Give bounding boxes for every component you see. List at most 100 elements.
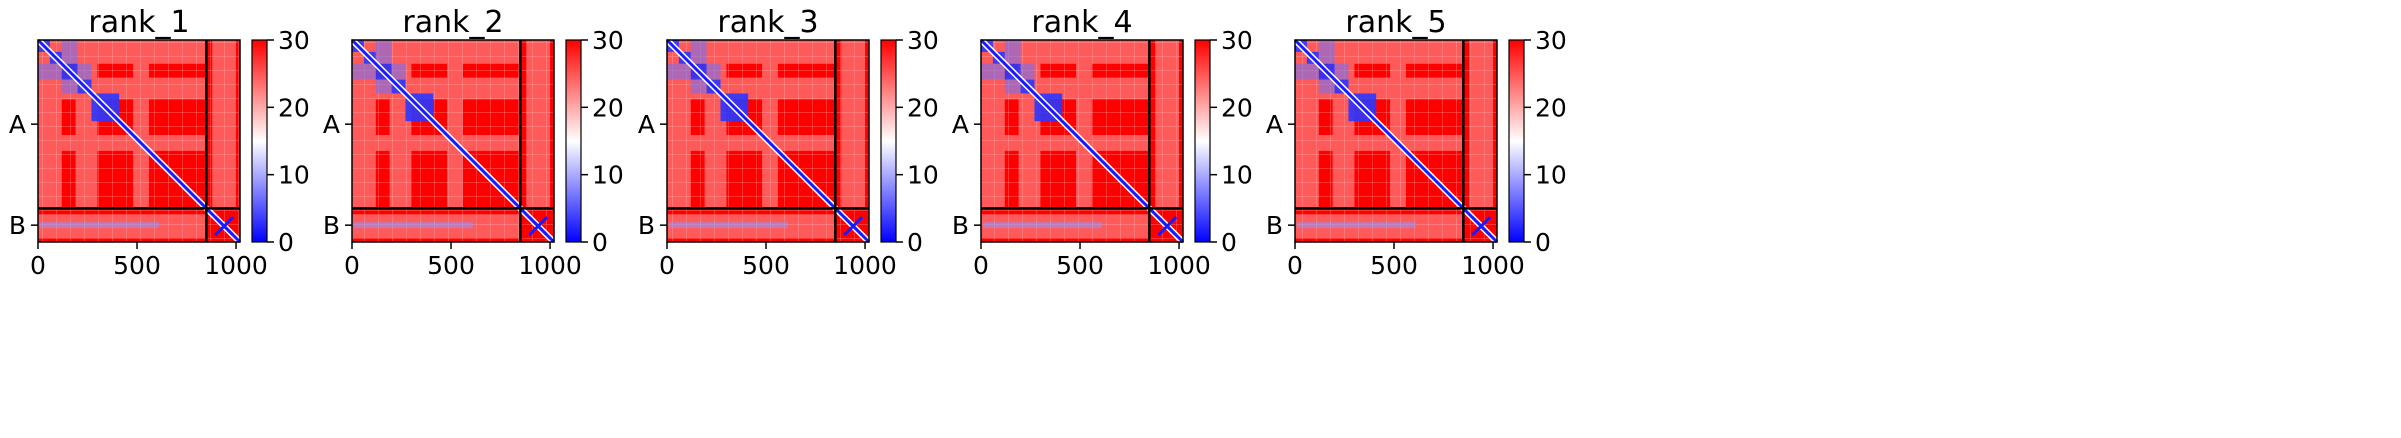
off-diagonal-patch <box>375 51 392 64</box>
stripe-col <box>1390 40 1406 209</box>
interchain-strip <box>40 222 159 229</box>
colorbar-tick-label: 0 <box>1535 228 1551 257</box>
x-tick-label: 500 <box>1056 251 1104 280</box>
colorbar-tick-label: 10 <box>907 161 939 190</box>
off-diagonal-patch <box>363 63 376 80</box>
panel-title: rank_2 <box>402 5 503 40</box>
off-diagonal-patch <box>706 63 721 80</box>
chain-label-A: A <box>952 110 969 139</box>
chain-label-B: B <box>952 211 969 240</box>
stripe-col <box>447 40 463 209</box>
x-tick-label: 1000 <box>204 251 268 280</box>
stripe-col <box>133 40 149 209</box>
off-diagonal-patch <box>375 79 392 94</box>
colorbar-tick-label: 10 <box>1221 161 1253 190</box>
off-diagonal-patch <box>1004 51 1021 64</box>
colorbar <box>1194 39 1211 243</box>
off-diagonal-patch <box>1318 79 1335 94</box>
off-diagonal-patch <box>391 63 406 80</box>
x-tick-label: 0 <box>973 251 989 280</box>
plot-frame <box>666 39 870 243</box>
interchain-strip <box>1297 222 1416 229</box>
stripe-col <box>526 40 551 209</box>
stripe-row <box>981 40 1150 64</box>
off-diagonal-patch <box>49 63 62 80</box>
stripe-col <box>212 40 237 209</box>
chainB-cross <box>214 216 235 237</box>
chain-label-B: B <box>323 211 340 240</box>
stripe-row <box>667 40 836 64</box>
heatmap-stripes <box>38 40 237 239</box>
plot-frame <box>351 39 555 243</box>
stripe-col <box>1469 40 1494 209</box>
colorbar-tick-label: 20 <box>907 93 939 122</box>
colorbar-tick-label: 30 <box>907 26 939 55</box>
colorbar <box>565 39 582 243</box>
colorbar-tick-label: 20 <box>278 93 310 122</box>
chain-label-A: A <box>1266 110 1283 139</box>
chain-label-A: A <box>323 110 340 139</box>
colorbar-tick-label: 20 <box>1535 93 1567 122</box>
stripe-col <box>352 40 376 209</box>
off-diagonal-patch <box>61 40 78 52</box>
stripe-row <box>38 135 207 151</box>
stripe-col <box>667 40 691 209</box>
plot-frame <box>1294 39 1498 243</box>
off-diagonal-patch <box>1306 63 1319 80</box>
colorbar-tick-label: 10 <box>1535 161 1567 190</box>
colorbar-tick-label: 0 <box>1221 228 1237 257</box>
off-diagonal-patch <box>1004 40 1021 52</box>
off-diagonal-patch <box>61 79 78 94</box>
off-diagonal-patch <box>38 63 50 80</box>
off-diagonal-patch <box>1318 40 1335 52</box>
x-tick-label: 0 <box>1287 251 1303 280</box>
off-diagonal-patch <box>1334 63 1349 80</box>
colorbar-tick-label: 10 <box>592 161 624 190</box>
chainB-cross <box>1157 216 1178 237</box>
panel-title: rank_1 <box>88 5 189 40</box>
off-diagonal-patch <box>1295 63 1307 80</box>
off-diagonal-patch <box>690 40 707 52</box>
stripe-row <box>1295 135 1464 151</box>
x-tick-label: 500 <box>113 251 161 280</box>
colorbar-tick-label: 10 <box>278 161 310 190</box>
off-diagonal-patch <box>992 63 1005 80</box>
colorbar <box>880 39 897 243</box>
stripe-col <box>762 40 778 209</box>
chain-label-A: A <box>9 110 26 139</box>
stripe-row <box>1295 40 1464 64</box>
colorbar-tick-label: 30 <box>278 26 310 55</box>
stripe-row <box>667 135 836 151</box>
plot-frame <box>37 39 241 243</box>
stripe-col <box>1076 40 1092 209</box>
colorbar <box>251 39 268 243</box>
stripe-row <box>352 40 521 64</box>
chain-label-B: B <box>638 211 655 240</box>
off-diagonal-patch <box>981 63 993 80</box>
x-tick-label: 500 <box>742 251 790 280</box>
stripe-col <box>1295 40 1319 209</box>
colorbar-tick-label: 0 <box>278 228 294 257</box>
x-tick-label: 1000 <box>1461 251 1525 280</box>
stripe-col <box>981 40 1005 209</box>
chain-label-B: B <box>9 211 26 240</box>
colorbar-tick-label: 30 <box>1535 26 1567 55</box>
colorbar-tick-label: 0 <box>592 228 608 257</box>
x-tick-label: 1000 <box>1147 251 1211 280</box>
colorbar-tick-label: 20 <box>1221 93 1253 122</box>
panel-title: rank_3 <box>717 5 818 40</box>
panel-title: rank_5 <box>1345 5 1446 40</box>
x-tick-label: 500 <box>427 251 475 280</box>
interchain-strip <box>983 222 1102 229</box>
chainB-cross <box>1471 216 1492 237</box>
stripe-row <box>352 135 521 151</box>
off-diagonal-patch <box>678 63 691 80</box>
panel-title: rank_4 <box>1031 5 1132 40</box>
off-diagonal-patch <box>667 63 679 80</box>
